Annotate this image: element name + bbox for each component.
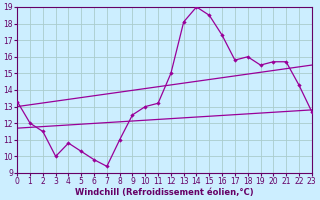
X-axis label: Windchill (Refroidissement éolien,°C): Windchill (Refroidissement éolien,°C) [75,188,254,197]
